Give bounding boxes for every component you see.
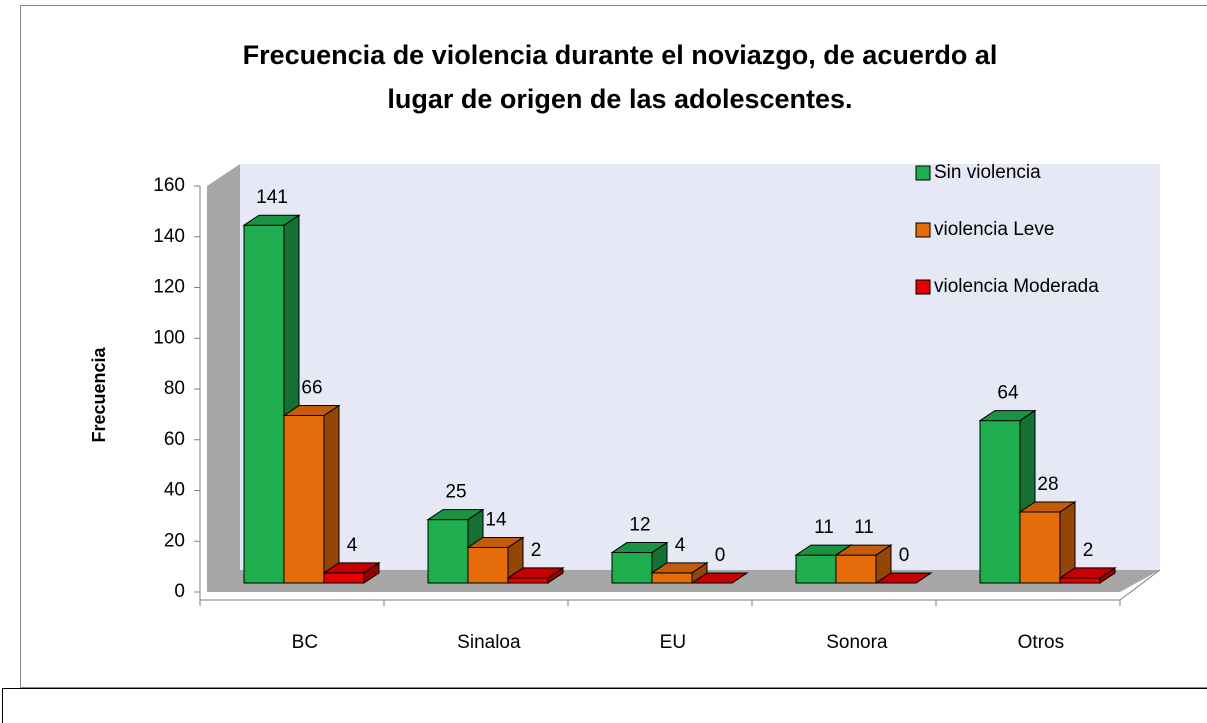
y-axis-label: Frecuencia — [89, 346, 109, 442]
bar-top — [466, 536, 525, 548]
value-label: 66 — [301, 378, 322, 399]
bar-front — [507, 577, 549, 584]
legend-swatch — [915, 165, 931, 181]
bar-top — [978, 410, 1037, 422]
bar-top — [834, 544, 893, 556]
bar — [282, 404, 341, 584]
value-label: 4 — [675, 535, 686, 556]
value-label: 2 — [531, 540, 542, 561]
y-tick-label: 80 — [164, 378, 185, 399]
back-wall — [240, 164, 1160, 570]
value-label: 11 — [854, 517, 874, 538]
value-label: 11 — [814, 517, 834, 538]
bar-front — [243, 224, 285, 584]
bar-top — [426, 509, 485, 521]
value-label: 141 — [256, 187, 288, 208]
lower-frame — [2, 688, 1207, 723]
legend-swatch — [915, 279, 931, 295]
value-label: 12 — [629, 515, 650, 536]
bar-front — [427, 519, 469, 584]
bar-top — [506, 567, 565, 579]
y-tick-label: 60 — [164, 429, 185, 450]
bar — [1058, 566, 1117, 584]
bar — [650, 561, 709, 584]
chart-title: Frecuencia de violencia durante el novia… — [243, 40, 998, 70]
bar-front — [467, 546, 509, 584]
value-label: 25 — [445, 482, 466, 503]
bar-top — [1058, 567, 1117, 579]
y-tick-label: 120 — [153, 277, 185, 298]
bar-front — [323, 572, 365, 584]
bar-front — [979, 420, 1021, 584]
value-label: 64 — [997, 383, 1019, 404]
value-label: 2 — [1083, 540, 1094, 561]
bar-front — [283, 415, 325, 584]
legend-label: violencia Leve — [934, 219, 1054, 240]
chart-title: lugar de origen de las adolescentes. — [387, 84, 852, 114]
bar — [1018, 501, 1077, 584]
bar — [506, 566, 565, 584]
legend-swatch — [915, 222, 931, 238]
bar-front — [1059, 577, 1101, 584]
legend-label: Sin violencia — [934, 162, 1041, 183]
y-tick-label: 20 — [164, 530, 185, 551]
y-tick-label: 100 — [153, 327, 185, 348]
bar-top — [322, 562, 381, 574]
y-tick-label: 140 — [153, 226, 185, 247]
bar — [834, 544, 893, 584]
y-tick-label: 160 — [153, 175, 185, 196]
y-tick-label: 40 — [164, 480, 185, 501]
bar-front — [611, 552, 653, 584]
bar-top — [610, 542, 669, 554]
x-tick-label: EU — [660, 632, 686, 653]
bar — [874, 572, 933, 584]
bar-top — [1018, 501, 1077, 513]
side-wall — [207, 164, 240, 592]
x-tick-label: BC — [292, 632, 318, 653]
bar — [466, 536, 525, 584]
bar-front — [835, 554, 877, 584]
legend-label: violencia Moderada — [934, 276, 1099, 297]
bar — [322, 561, 381, 584]
value-label: 0 — [899, 545, 910, 566]
x-tick-label: Sinaloa — [457, 632, 521, 653]
value-label: 0 — [715, 545, 726, 566]
bar-top — [282, 405, 341, 417]
bar-top — [874, 572, 933, 584]
bar-top — [650, 562, 709, 574]
y-tick-label: 0 — [174, 581, 185, 602]
value-label: 4 — [347, 535, 358, 556]
x-tick-label: Sonora — [826, 632, 888, 653]
bar-top — [242, 214, 301, 226]
value-label: 14 — [485, 509, 507, 530]
bar-top — [690, 572, 749, 584]
bar — [690, 572, 749, 584]
bar-front — [795, 554, 837, 584]
x-tick-label: Otros — [1018, 632, 1064, 653]
bar-front — [651, 572, 693, 584]
bar-front — [1019, 511, 1061, 584]
value-label: 28 — [1037, 474, 1058, 495]
bar-side — [323, 404, 340, 584]
